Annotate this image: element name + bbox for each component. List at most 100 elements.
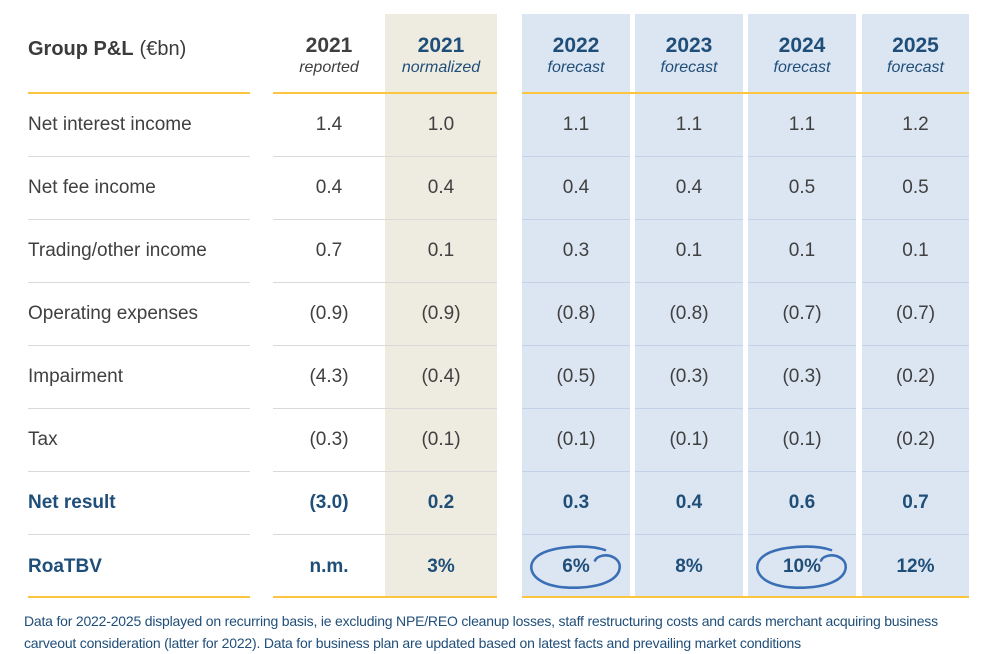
cell: (0.4) (385, 346, 497, 409)
cell: 0.4 (635, 472, 743, 535)
table-title-text: Group P&L (28, 37, 134, 60)
cell: 1.1 (748, 94, 856, 157)
row-label: Trading/other income (28, 220, 250, 283)
cell: (0.5) (522, 346, 630, 409)
cell: 0.1 (748, 220, 856, 283)
column-year: 2024 (778, 34, 826, 58)
cell: (0.9) (273, 283, 385, 346)
cell: 10% (748, 535, 856, 598)
row-label: Impairment (28, 346, 250, 409)
cell: 0.4 (385, 157, 497, 220)
column-subtitle: forecast (773, 58, 831, 76)
gold-divider (522, 92, 969, 94)
column-values: 1.1 0.4 0.1 (0.8) (0.3) (0.1) 0.4 8% (635, 94, 743, 598)
cell: (0.3) (273, 409, 385, 472)
row-label: Operating expenses (28, 283, 250, 346)
cell: (0.2) (862, 409, 969, 472)
column-2024-forecast: 2024 forecast 1.1 0.5 0.1 (0.7) (0.3) (0… (748, 14, 856, 598)
column-2021-reported: 2021 reported 1.4 0.4 0.7 (0.9) (4.3) (0… (273, 14, 385, 598)
column-year: 2023 (665, 34, 713, 58)
cell: 0.6 (748, 472, 856, 535)
table-title-unit: (€bn) (139, 37, 187, 60)
gold-divider (522, 596, 969, 598)
row-labels: Net interest income Net fee income Tradi… (28, 94, 250, 598)
column-year: 2021 (417, 34, 465, 58)
cell: (0.3) (635, 346, 743, 409)
row-label: Tax (28, 409, 250, 472)
row-label: RoaTBV (28, 555, 102, 577)
cell: 1.0 (385, 94, 497, 157)
cell: 1.2 (862, 94, 969, 157)
column-row-labels: Group P&L (€bn) Net interest income Net … (28, 14, 250, 598)
cell: n.m. (309, 555, 349, 577)
cell: 12% (896, 555, 935, 577)
cell: 0.3 (522, 220, 630, 283)
row-label: Net result (28, 472, 250, 535)
cell: 0.5 (748, 157, 856, 220)
column-header-2021-reported: 2021 reported (273, 14, 385, 92)
row-label: Net fee income (28, 157, 250, 220)
cell: 0.4 (522, 157, 630, 220)
row-label: Net interest income (28, 94, 250, 157)
column-subtitle: forecast (887, 58, 944, 76)
cell: 0.7 (862, 472, 969, 535)
column-values: 1.1 0.5 0.1 (0.7) (0.3) (0.1) 0.6 10% (748, 94, 856, 598)
column-header-2024: 2024 forecast (748, 14, 856, 92)
pnl-table: Group P&L (€bn) Net interest income Net … (28, 14, 969, 598)
cell: (4.3) (273, 346, 385, 409)
cell: 0.1 (385, 220, 497, 283)
cell: 1.1 (635, 94, 743, 157)
cell: (0.1) (748, 409, 856, 472)
cell: (0.3) (748, 346, 856, 409)
cell: (0.8) (635, 283, 743, 346)
column-gap (497, 14, 522, 598)
gold-divider (28, 92, 250, 94)
cell: (0.8) (522, 283, 630, 346)
column-2022-forecast: 2022 forecast 1.1 0.4 0.3 (0.8) (0.5) (0… (522, 14, 630, 598)
column-subtitle: reported (299, 58, 359, 76)
column-header-2025: 2025 forecast (862, 14, 969, 92)
cell: 1.1 (522, 94, 630, 157)
gold-divider (273, 596, 497, 598)
table-title: Group P&L (€bn) (28, 14, 250, 92)
cell: (0.7) (748, 283, 856, 346)
column-values: 1.4 0.4 0.7 (0.9) (4.3) (0.3) (3.0) n.m. (273, 94, 385, 598)
column-2025-forecast: 2025 forecast 1.2 0.5 0.1 (0.7) (0.2) (0… (862, 14, 969, 598)
column-2023-forecast: 2023 forecast 1.1 0.4 0.1 (0.8) (0.3) (0… (635, 14, 743, 598)
cell: 0.3 (522, 472, 630, 535)
column-year: 2022 (552, 34, 600, 58)
column-subtitle: normalized (401, 58, 481, 76)
cell: 0.4 (635, 157, 743, 220)
cell: 0.1 (862, 220, 969, 283)
column-group-forecast: 2022 forecast 1.1 0.4 0.3 (0.8) (0.5) (0… (522, 14, 969, 598)
footnote-line-1: Data for 2022-2025 displayed on recurrin… (24, 613, 938, 629)
cell: 0.7 (273, 220, 385, 283)
cell-value: 6% (562, 555, 590, 577)
cell: (0.2) (862, 346, 969, 409)
cell: (0.9) (385, 283, 497, 346)
column-2021-normalized: 2021 normalized 1.0 0.4 0.1 (0.9) (0.4) … (385, 14, 497, 598)
cell: (3.0) (273, 472, 385, 535)
cell: 0.4 (273, 157, 385, 220)
column-header-2022: 2022 forecast (522, 14, 630, 92)
footnote-line-2: carveout consideration (latter for 2022)… (24, 634, 801, 651)
cell: 8% (675, 555, 703, 577)
column-values: 1.2 0.5 0.1 (0.7) (0.2) (0.2) 0.7 12% (862, 94, 969, 598)
cell: 0.1 (635, 220, 743, 283)
cell: 6% (522, 535, 630, 598)
column-year: 2025 (892, 34, 939, 58)
column-values: 1.1 0.4 0.3 (0.8) (0.5) (0.1) 0.3 6% (522, 94, 630, 598)
cell: 3% (427, 555, 455, 577)
cell: (0.1) (635, 409, 743, 472)
column-group-2021: 2021 reported 1.4 0.4 0.7 (0.9) (4.3) (0… (273, 14, 497, 598)
column-header-2021-normalized: 2021 normalized (385, 14, 497, 92)
column-gap (250, 14, 273, 598)
gold-divider (273, 92, 497, 94)
column-subtitle: forecast (547, 58, 605, 76)
cell: (0.1) (522, 409, 630, 472)
column-header-2023: 2023 forecast (635, 14, 743, 92)
column-subtitle: forecast (660, 58, 718, 76)
cell-value: 10% (782, 555, 822, 577)
cell: 0.2 (385, 472, 497, 535)
